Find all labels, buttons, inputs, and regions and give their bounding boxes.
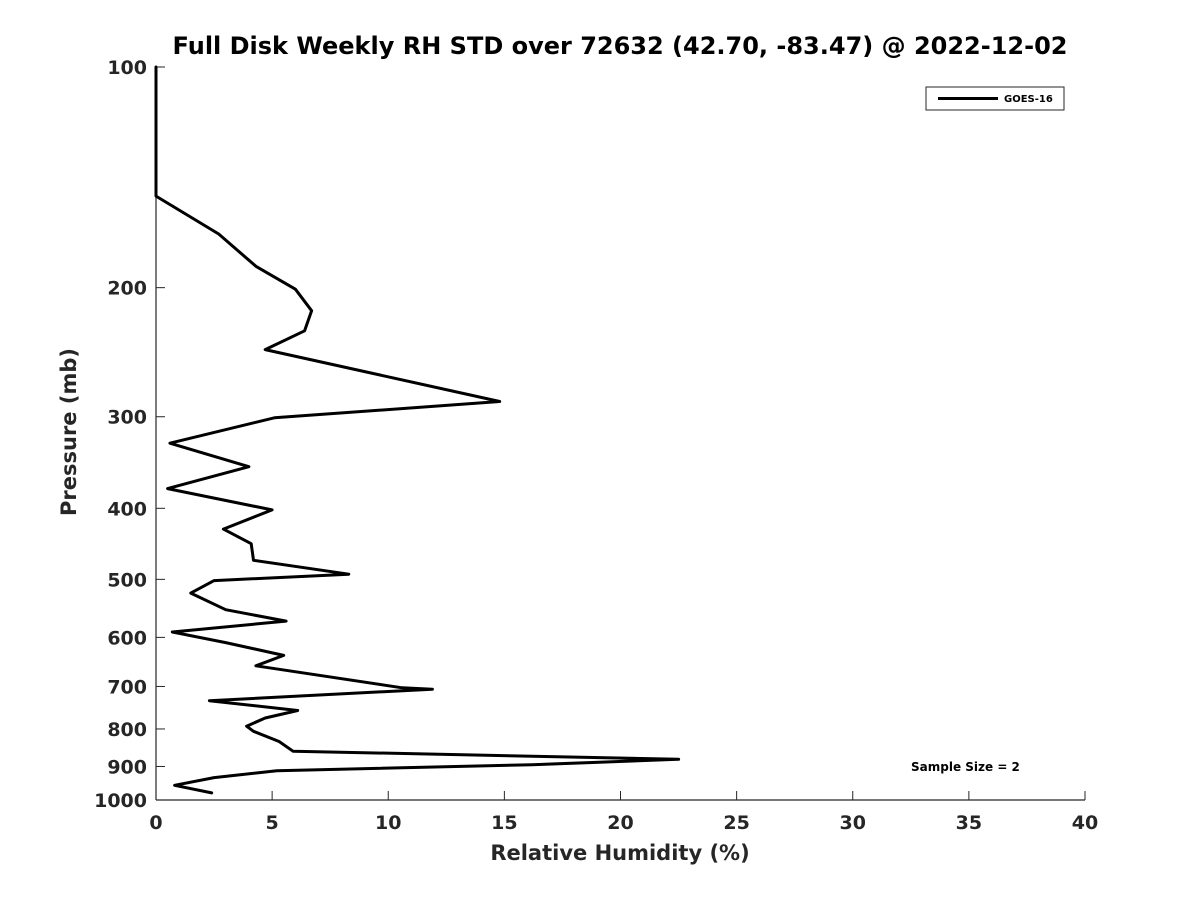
x-tick-label: 5 bbox=[266, 812, 279, 834]
y-tick-label: 1000 bbox=[94, 790, 147, 812]
x-tick-label: 15 bbox=[491, 812, 517, 834]
y-tick-label: 200 bbox=[107, 278, 147, 300]
x-tick-label: 0 bbox=[149, 812, 162, 834]
x-tick-label: 10 bbox=[375, 812, 401, 834]
x-tick-label: 35 bbox=[956, 812, 982, 834]
y-tick-label: 700 bbox=[107, 676, 147, 698]
series-group bbox=[154, 65, 681, 795]
sample-size-annotation: Sample Size = 2 bbox=[911, 760, 1020, 774]
y-tick-label: 100 bbox=[107, 57, 147, 79]
axes: 0 5 10 15 20 25 30 35 40 100 200 300 400 500 600 700 800… bbox=[94, 57, 1098, 834]
y-tick-label: 800 bbox=[107, 719, 147, 741]
y-tick-label: 300 bbox=[107, 407, 147, 429]
legend-label-goes-16: GOES-16 bbox=[1004, 94, 1053, 105]
y-tick-label: 400 bbox=[107, 498, 147, 520]
y-tick-label: 900 bbox=[107, 756, 147, 778]
legend: GOES-16 bbox=[925, 86, 1065, 111]
y-tick-label: 500 bbox=[107, 569, 147, 591]
y-axis-label: Pressure (mb) bbox=[57, 348, 81, 516]
x-axis-label: Relative Humidity (%) bbox=[490, 841, 749, 865]
x-tick-label: 40 bbox=[1072, 812, 1098, 834]
series-line-goes-16 bbox=[154, 65, 681, 795]
y-tick-label: 600 bbox=[107, 627, 147, 649]
x-tick-label: 30 bbox=[840, 812, 866, 834]
x-tick-label: 25 bbox=[723, 812, 749, 834]
chart-title: Full Disk Weekly RH STD over 72632 (42.7… bbox=[173, 32, 1068, 60]
x-tick-label: 20 bbox=[607, 812, 633, 834]
